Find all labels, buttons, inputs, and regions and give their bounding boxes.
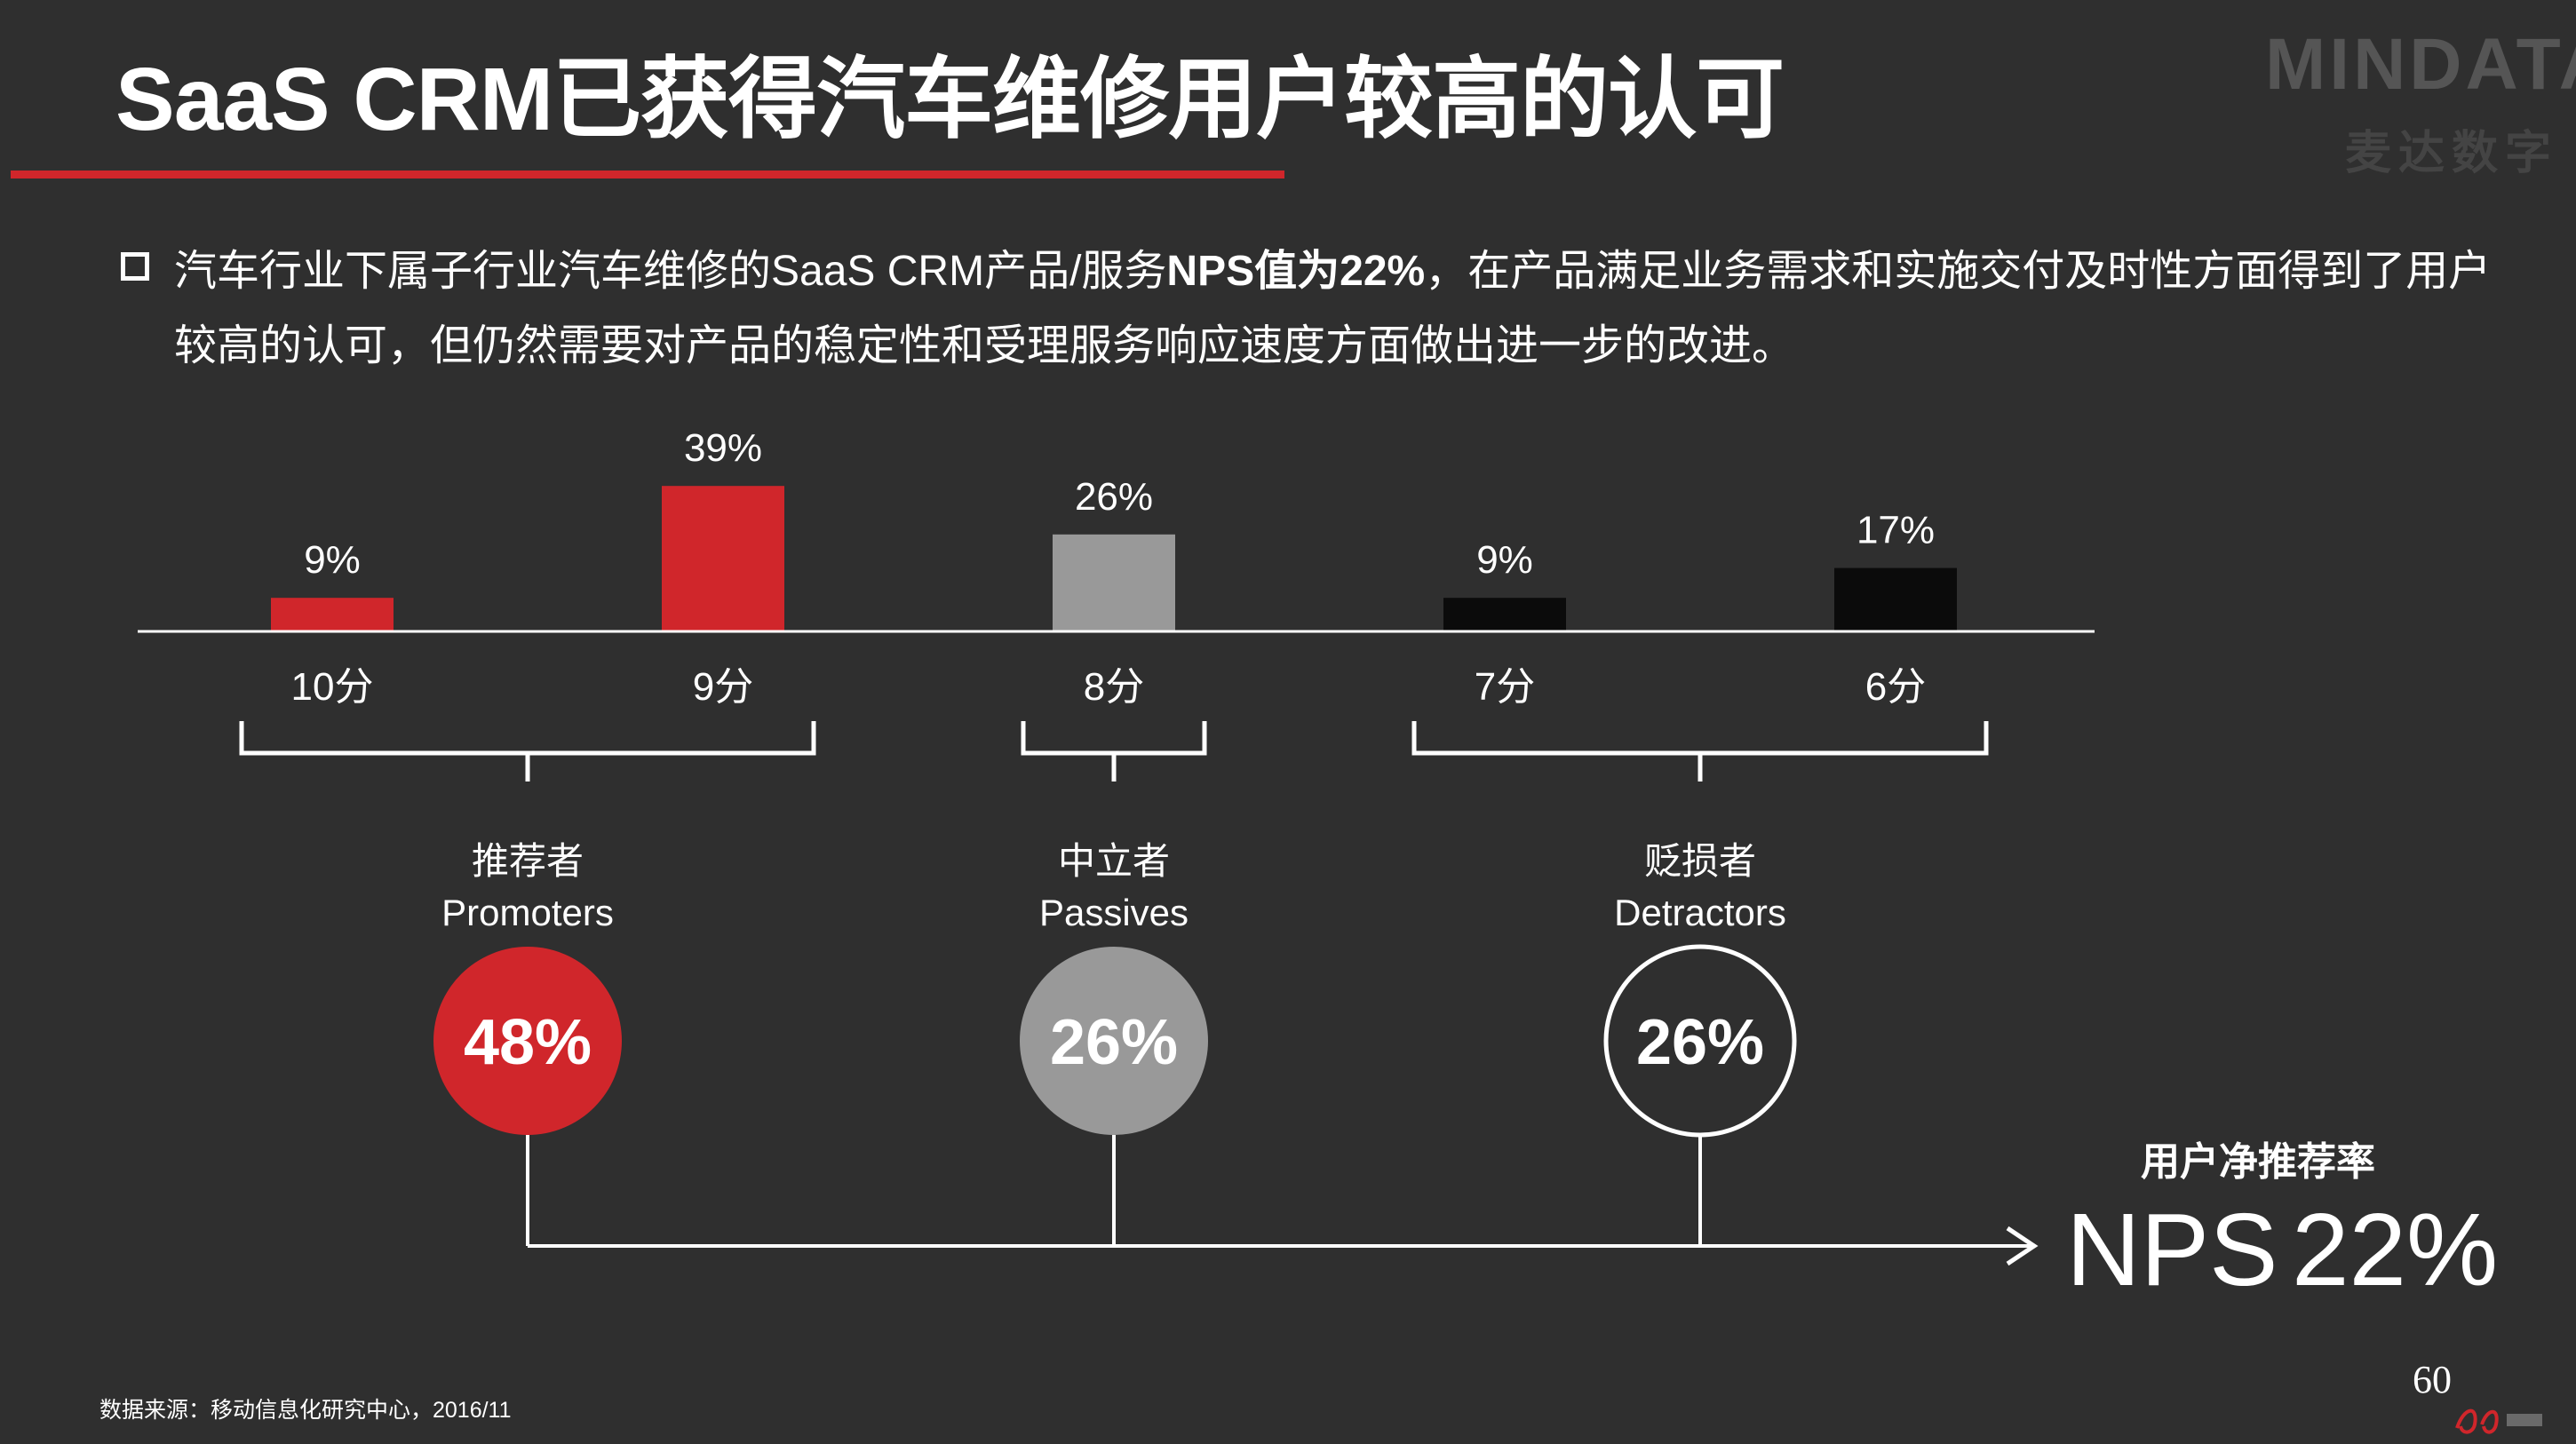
category-label: 7分	[1475, 665, 1535, 709]
bar-value-label: 26%	[1075, 475, 1153, 519]
summary-text-part1: 汽车行业下属子行业汽车维修的SaaS CRM产品/服务	[174, 248, 1167, 295]
bullet-square-icon	[121, 252, 149, 281]
nps-caption: 用户净推荐率	[2141, 1140, 2375, 1184]
logo-subtitle: 麦达数字	[2345, 128, 2559, 179]
group-bracket	[1021, 721, 1207, 782]
summary-text: 汽车行业下属子行业汽车维修的SaaS CRM产品/服务NPS值为22%，在产品满…	[174, 234, 2501, 384]
group-name-cn: 贬损者	[1644, 840, 1756, 882]
group-share-label: 26%	[1636, 1007, 1764, 1078]
category-label: 8分	[1084, 665, 1144, 709]
category-label: 9分	[693, 665, 753, 709]
bar	[1443, 598, 1566, 631]
group-bracket	[239, 721, 816, 782]
summary-text-part2: ，在产品满足业务需求和实施交付及时性方面得到了用户较高的认可，但仍然需要对产品的…	[174, 248, 2492, 369]
mindata-logo: MINDATA 麦达数字	[2256, 0, 2576, 195]
title-underline	[11, 171, 1284, 179]
group-name-en: Detractors	[1614, 892, 1786, 933]
nps-value: 22%	[2292, 1192, 2499, 1307]
page-number: 60	[2413, 1358, 2452, 1401]
summary-text-highlight: NPS值为22%	[1166, 248, 1426, 295]
bar	[271, 598, 394, 631]
page-title: SaaS CRM已获得汽车维修用户较高的认可	[115, 50, 1785, 149]
nps-label: NPS	[2066, 1192, 2278, 1307]
logo-wordmark: MINDATA	[2265, 24, 2576, 105]
data-source-note: 数据来源：移动信息化研究中心，2016/11	[99, 1398, 512, 1423]
bar	[1834, 567, 1957, 631]
group-name-en: Passives	[1039, 892, 1189, 933]
group-share-circle	[1020, 947, 1208, 1135]
group-share-circle	[433, 947, 622, 1135]
arrow-head-icon	[2006, 1226, 2039, 1266]
category-label: 10分	[291, 665, 374, 709]
bar-value-label: 9%	[1476, 538, 1533, 582]
groups-layer: 推荐者 Promoters 48% 中立者 Passives 26% 贬损者 Detracto…	[239, 721, 1989, 1138]
bar	[662, 486, 784, 631]
group-name-cn: 中立者	[1058, 840, 1170, 882]
group-name-cn: 推荐者	[472, 840, 584, 882]
connector-lines	[526, 1135, 2039, 1266]
corner-logo-mark	[2455, 1408, 2542, 1434]
group-bracket	[1411, 721, 1989, 782]
bar	[1053, 534, 1175, 631]
group-share-label: 26%	[1050, 1007, 1178, 1078]
bar-value-label: 9%	[304, 538, 361, 582]
bar-value-label: 17%	[1856, 509, 1935, 552]
group-share-label: 48%	[464, 1007, 592, 1078]
bar-value-label: 39%	[684, 426, 762, 470]
category-label: 6分	[1865, 665, 1926, 709]
bars-layer: 9% 10分 39% 9分 26% 8分 9% 7分 17% 6分	[271, 426, 1957, 709]
group-name-en: Promoters	[441, 892, 614, 933]
